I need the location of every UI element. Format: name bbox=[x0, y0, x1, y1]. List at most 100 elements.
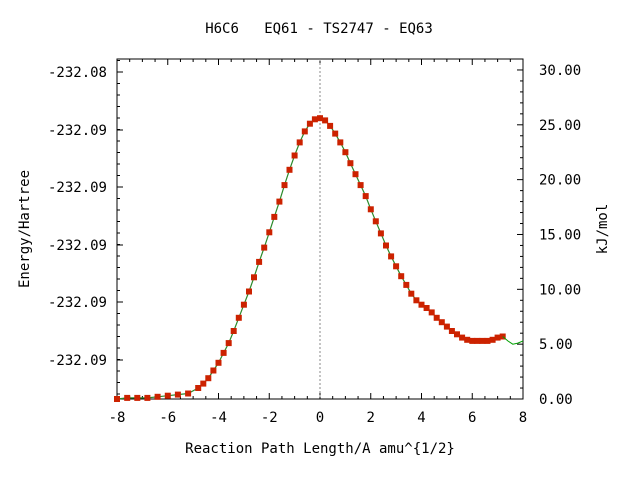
data-point bbox=[413, 297, 420, 304]
data-point bbox=[454, 331, 460, 338]
data-point bbox=[164, 392, 171, 399]
data-point bbox=[474, 337, 481, 344]
data-point bbox=[459, 334, 466, 341]
y-right-tick-label: 20.00 bbox=[539, 173, 581, 189]
data-point bbox=[347, 160, 354, 167]
data-point bbox=[438, 319, 445, 326]
series-line-1 bbox=[502, 336, 524, 345]
data-point bbox=[423, 305, 430, 311]
y-left-tick-label: -232.09 bbox=[48, 353, 107, 369]
data-point bbox=[301, 128, 308, 135]
data-point bbox=[433, 314, 440, 321]
data-point bbox=[134, 394, 141, 401]
chart-title: H6C6 EQ61 - TS2747 - EQ63 bbox=[205, 21, 433, 37]
data-point bbox=[494, 334, 501, 341]
data-point bbox=[276, 198, 283, 205]
x-tick-label: 8 bbox=[519, 410, 527, 426]
x-tick-label: 2 bbox=[367, 410, 375, 426]
data-point bbox=[296, 139, 303, 146]
data-point bbox=[306, 120, 313, 127]
x-tick-label: -8 bbox=[109, 410, 126, 426]
data-point bbox=[200, 380, 207, 387]
data-point bbox=[311, 116, 318, 123]
data-point bbox=[337, 139, 344, 146]
data-point bbox=[393, 263, 400, 270]
data-point bbox=[185, 390, 192, 397]
y-left-tick-label: -232.09 bbox=[48, 123, 107, 139]
y-left-tick-label: -232.08 bbox=[48, 65, 107, 81]
x-tick-label: 0 bbox=[316, 410, 324, 426]
data-point bbox=[388, 253, 395, 260]
y-right-tick-label: 5.00 bbox=[539, 337, 573, 353]
data-point bbox=[367, 206, 374, 213]
data-point bbox=[418, 301, 425, 308]
y-right-tick-label: 25.00 bbox=[539, 118, 581, 134]
data-point bbox=[124, 394, 131, 401]
data-point bbox=[332, 130, 339, 137]
data-point bbox=[469, 337, 476, 344]
data-point bbox=[220, 349, 227, 356]
data-point bbox=[342, 149, 349, 156]
y-axis-label-left: Energy/Hartree bbox=[17, 170, 33, 288]
y-left-tick-label: -232.09 bbox=[48, 295, 107, 311]
data-point bbox=[408, 290, 415, 297]
data-point bbox=[443, 323, 450, 330]
data-point bbox=[261, 244, 268, 251]
x-tick-label: 4 bbox=[417, 410, 425, 426]
data-point bbox=[144, 394, 151, 401]
data-point bbox=[281, 182, 288, 189]
data-point bbox=[174, 391, 181, 398]
data-point bbox=[448, 328, 455, 334]
data-point bbox=[256, 258, 263, 265]
y-axis-label-right: kJ/mol bbox=[595, 204, 611, 255]
data-point bbox=[195, 385, 202, 391]
data-point bbox=[489, 336, 496, 343]
data-point bbox=[428, 309, 435, 316]
data-point bbox=[484, 337, 491, 344]
data-point bbox=[464, 336, 471, 343]
data-point bbox=[352, 171, 359, 178]
data-point bbox=[246, 288, 252, 295]
y-right-tick-label: 0.00 bbox=[539, 392, 573, 408]
data-point bbox=[114, 396, 120, 402]
data-point bbox=[398, 273, 405, 280]
data-point bbox=[372, 218, 379, 225]
data-point bbox=[205, 375, 212, 382]
data-point bbox=[215, 359, 222, 366]
y-right-tick-label: 15.00 bbox=[539, 227, 581, 243]
data-point bbox=[377, 230, 384, 237]
series-line-0 bbox=[116, 117, 503, 400]
data-point bbox=[403, 281, 410, 288]
data-point bbox=[154, 393, 161, 400]
y-left-tick-label: -232.09 bbox=[48, 180, 107, 196]
data-point bbox=[357, 182, 364, 189]
data-point bbox=[362, 193, 369, 200]
data-point bbox=[240, 301, 247, 308]
data-point bbox=[383, 242, 389, 249]
data-point bbox=[322, 117, 329, 124]
x-axis-label: Reaction Path Length/A amu^{1/2} bbox=[185, 441, 455, 457]
data-point bbox=[230, 328, 237, 334]
x-tick-label: -4 bbox=[210, 410, 227, 426]
x-tick-label: -2 bbox=[261, 410, 278, 426]
data-point bbox=[479, 337, 486, 344]
data-point bbox=[327, 122, 334, 129]
data-point bbox=[266, 229, 273, 236]
x-tick-label: 6 bbox=[468, 410, 476, 426]
data-point bbox=[225, 340, 232, 347]
y-right-tick-label: 30.00 bbox=[539, 63, 581, 79]
data-point bbox=[286, 166, 293, 173]
y-left-tick-labels: -232.08 -232.09 -232.09 -232.09 -232.09 -232.… bbox=[48, 65, 107, 369]
data-point bbox=[235, 314, 242, 321]
series-layer bbox=[114, 115, 524, 402]
x-tick-label: -6 bbox=[159, 410, 176, 426]
data-point bbox=[291, 152, 298, 159]
x-tick-labels: -8 -6 -4 -2 0 2 4 6 8 bbox=[109, 410, 528, 426]
y-right-tick-labels: 0.00 5.00 10.00 15.00 20.00 25.00 30.00 bbox=[539, 63, 581, 408]
data-point bbox=[251, 274, 257, 281]
data-point bbox=[271, 213, 278, 220]
data-point bbox=[317, 115, 323, 122]
data-point bbox=[210, 367, 217, 374]
y-left-tick-label: -232.09 bbox=[48, 238, 107, 254]
